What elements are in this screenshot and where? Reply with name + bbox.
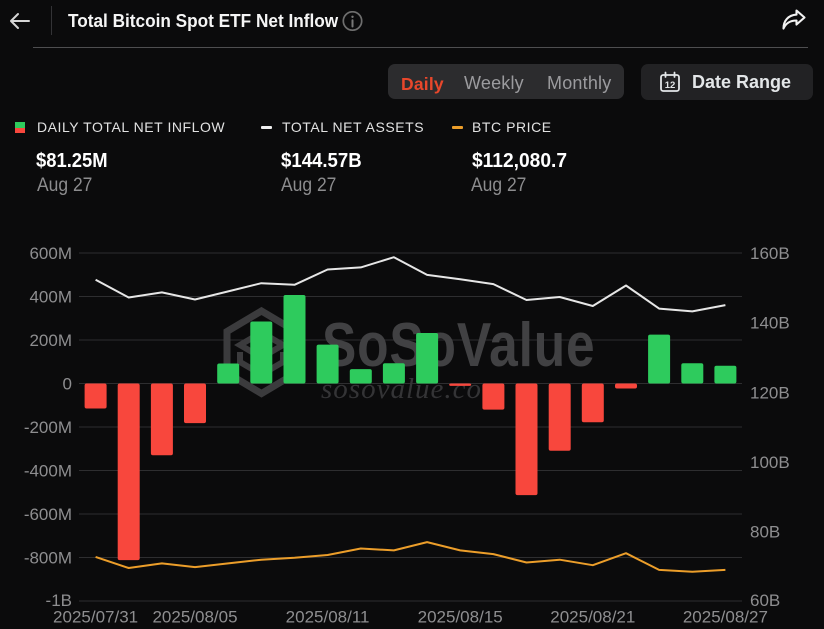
svg-text:140B: 140B: [750, 314, 790, 333]
svg-text:2025/08/05: 2025/08/05: [152, 608, 237, 627]
svg-text:-400M: -400M: [24, 462, 72, 481]
svg-text:sosovalue.com: sosovalue.com: [321, 373, 504, 405]
svg-text:2025/07/31: 2025/07/31: [53, 608, 138, 627]
svg-text:-200M: -200M: [24, 418, 72, 437]
svg-text:SoSoValue: SoSoValue: [322, 311, 595, 381]
svg-text:60B: 60B: [750, 591, 780, 610]
svg-text:2025/08/21: 2025/08/21: [550, 608, 635, 627]
svg-text:400M: 400M: [29, 288, 72, 307]
svg-text:-1B: -1B: [46, 591, 72, 610]
svg-text:160B: 160B: [750, 244, 790, 263]
svg-text:-600M: -600M: [24, 505, 72, 524]
svg-text:120B: 120B: [750, 383, 790, 402]
svg-text:2025/08/27: 2025/08/27: [683, 608, 768, 627]
svg-text:0: 0: [63, 375, 72, 394]
svg-text:80B: 80B: [750, 523, 780, 542]
svg-text:200M: 200M: [29, 331, 72, 350]
svg-text:600M: 600M: [29, 244, 72, 263]
svg-text:2025/08/15: 2025/08/15: [418, 608, 503, 627]
svg-text:2025/08/11: 2025/08/11: [286, 608, 370, 627]
svg-text:-800M: -800M: [24, 549, 72, 568]
svg-text:12: 12: [665, 80, 676, 91]
svg-text:100B: 100B: [750, 453, 790, 472]
